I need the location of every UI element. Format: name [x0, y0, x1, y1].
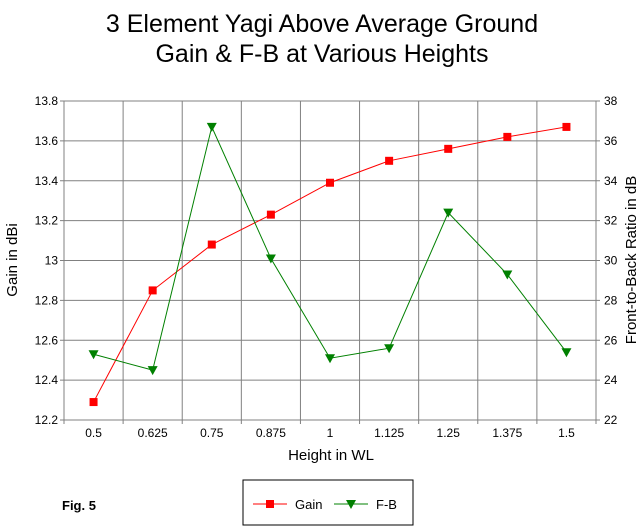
legend-gain-marker	[266, 500, 274, 508]
data-point-f-b	[325, 354, 335, 364]
figure-annotation: Fig. 5	[62, 498, 96, 513]
x-tick-label: 1.25	[437, 426, 461, 440]
x-axis-label: Height in WL	[288, 447, 374, 464]
x-tick-label: 0.875	[256, 426, 286, 440]
x-axis-ticks: 0.5 0.625 0.75 0.875 1 1.125 1.25 1.375 1.5	[63, 420, 597, 440]
y-tick-label: 13.8	[35, 94, 59, 108]
y-tick-label: 13.6	[35, 134, 59, 148]
data-point-f-b	[384, 344, 395, 354]
x-tick-label: 1.125	[374, 426, 404, 440]
data-point-gain	[148, 286, 157, 295]
y-axis-label: Gain in dBi	[4, 223, 21, 296]
legend-fb-label: F-B	[376, 497, 397, 512]
data-point-gain	[385, 156, 394, 165]
x-tick-label: 0.75	[200, 426, 224, 440]
y2-tick-label: 22	[604, 413, 618, 427]
data-point-f-b	[443, 208, 454, 218]
y2-tick-label: 30	[604, 254, 618, 268]
data-point-gain	[89, 398, 98, 407]
data-point-gain	[207, 240, 216, 249]
y2-tick-label: 36	[604, 134, 618, 148]
x-tick-label: 1.5	[558, 426, 575, 440]
y-tick-label: 13.2	[35, 214, 59, 228]
data-point-f-b	[147, 366, 158, 376]
series-line-f-b	[93, 125, 567, 371]
data-point-f-b	[502, 270, 513, 280]
data-point-gain	[326, 178, 334, 187]
series-layer	[88, 122, 572, 407]
y2-tick-label: 34	[604, 174, 618, 188]
legend: Gain F-B	[242, 479, 414, 526]
y2-tick-label: 32	[604, 214, 618, 228]
y-tick-label: 12.6	[35, 333, 59, 347]
data-point-f-b	[265, 254, 276, 264]
x-tick-label: 1	[327, 426, 334, 440]
y2-tick-label: 26	[604, 333, 618, 347]
chart-title-line-2: Gain & F-B at Various Heights	[155, 40, 488, 68]
grid	[63, 100, 597, 421]
data-point-gain	[562, 122, 571, 131]
y-tick-label: 12.4	[35, 373, 59, 387]
y-axis-ticks: 12.2 12.4 12.6 12.8 13 13.2 13.4 13.6 13.8	[35, 94, 64, 427]
y-tick-label: 12.8	[35, 293, 59, 307]
y2-tick-label: 28	[604, 293, 618, 307]
y-tick-label: 12.2	[35, 413, 59, 427]
data-point-f-b	[88, 350, 99, 360]
data-point-gain	[444, 144, 453, 153]
x-tick-label: 0.5	[85, 426, 102, 440]
legend-gain-label: Gain	[295, 497, 322, 512]
x-tick-label: 0.625	[138, 426, 168, 440]
data-point-gain	[266, 210, 275, 219]
y2-tick-label: 38	[604, 94, 618, 108]
legend-fb-marker	[346, 500, 356, 509]
y2-tick-label: 24	[604, 373, 618, 387]
y2-axis-ticks: 22 24 26 28 30 32 34 36 38	[596, 94, 618, 427]
y2-axis-label: Front-to-Back Ratio in dB	[623, 176, 640, 344]
data-point-f-b	[206, 122, 217, 132]
y-tick-label: 13	[45, 254, 59, 268]
chart-title-line-1: 3 Element Yagi Above Average Ground	[106, 10, 538, 38]
y-tick-label: 13.4	[35, 174, 59, 188]
data-point-f-b	[561, 348, 572, 358]
x-tick-label: 1.375	[492, 426, 522, 440]
data-point-gain	[503, 132, 512, 141]
